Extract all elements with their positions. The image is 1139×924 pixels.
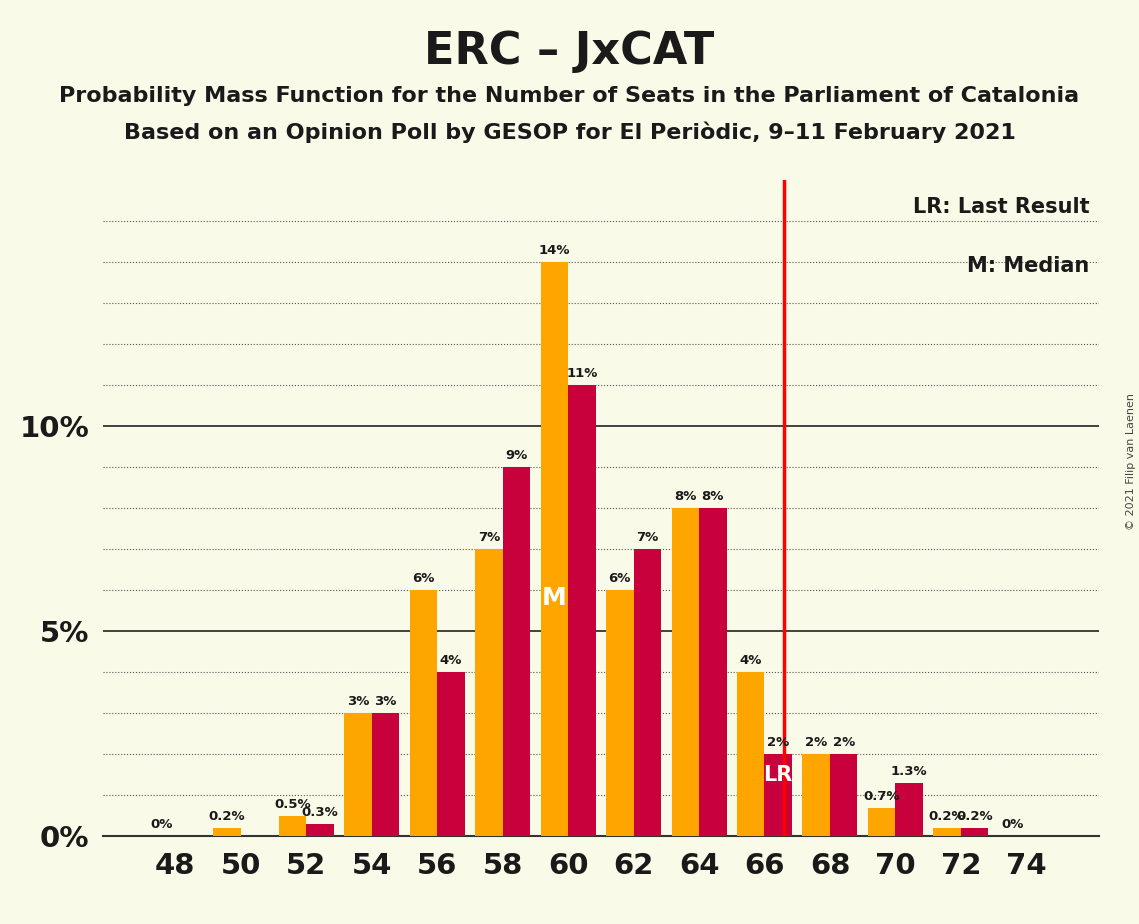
Text: ERC – JxCAT: ERC – JxCAT [425,30,714,74]
Bar [633,549,661,836]
Bar [737,673,764,836]
Bar [803,754,830,836]
Text: 0.5%: 0.5% [274,797,311,810]
Text: 3%: 3% [375,695,396,709]
Text: 7%: 7% [477,531,500,544]
Text: 0.7%: 0.7% [863,790,900,803]
Text: M: Median: M: Median [967,256,1089,275]
Bar [437,673,465,836]
Bar [541,262,568,836]
Text: 9%: 9% [506,449,527,462]
Text: Probability Mass Function for the Number of Seats in the Parliament of Catalonia: Probability Mass Function for the Number… [59,86,1080,106]
Text: 8%: 8% [674,491,696,504]
Text: M: M [542,587,567,611]
Bar [868,808,895,836]
Bar [895,783,923,836]
Bar [699,508,727,836]
Text: 0%: 0% [1001,819,1024,832]
Bar [672,508,699,836]
Bar [933,828,961,836]
Bar [213,828,240,836]
Text: 2%: 2% [805,736,827,749]
Text: 2%: 2% [767,736,789,749]
Text: 8%: 8% [702,491,724,504]
Text: 1.3%: 1.3% [891,765,927,778]
Text: 0.2%: 0.2% [928,810,966,823]
Text: 2%: 2% [833,736,854,749]
Text: 0.2%: 0.2% [208,810,245,823]
Text: 14%: 14% [539,244,571,257]
Text: LR: LR [763,765,793,784]
Bar [410,590,437,836]
Text: 0.2%: 0.2% [957,810,993,823]
Text: Based on an Opinion Poll by GESOP for El Periòdic, 9–11 February 2021: Based on an Opinion Poll by GESOP for El… [123,122,1016,143]
Text: 0%: 0% [150,819,173,832]
Bar [371,713,399,836]
Bar [606,590,633,836]
Bar [830,754,858,836]
Bar [306,824,334,836]
Text: 6%: 6% [608,572,631,585]
Text: LR: Last Result: LR: Last Result [912,197,1089,216]
Text: 6%: 6% [412,572,435,585]
Text: 4%: 4% [739,654,762,667]
Text: 3%: 3% [346,695,369,709]
Bar [475,549,502,836]
Text: 11%: 11% [566,367,598,381]
Bar [961,828,989,836]
Bar [279,816,306,836]
Text: 0.3%: 0.3% [302,806,338,819]
Text: 7%: 7% [637,531,658,544]
Bar [502,468,530,836]
Bar [568,385,596,836]
Bar [764,754,792,836]
Text: 4%: 4% [440,654,462,667]
Text: © 2021 Filip van Laenen: © 2021 Filip van Laenen [1125,394,1136,530]
Bar [344,713,371,836]
